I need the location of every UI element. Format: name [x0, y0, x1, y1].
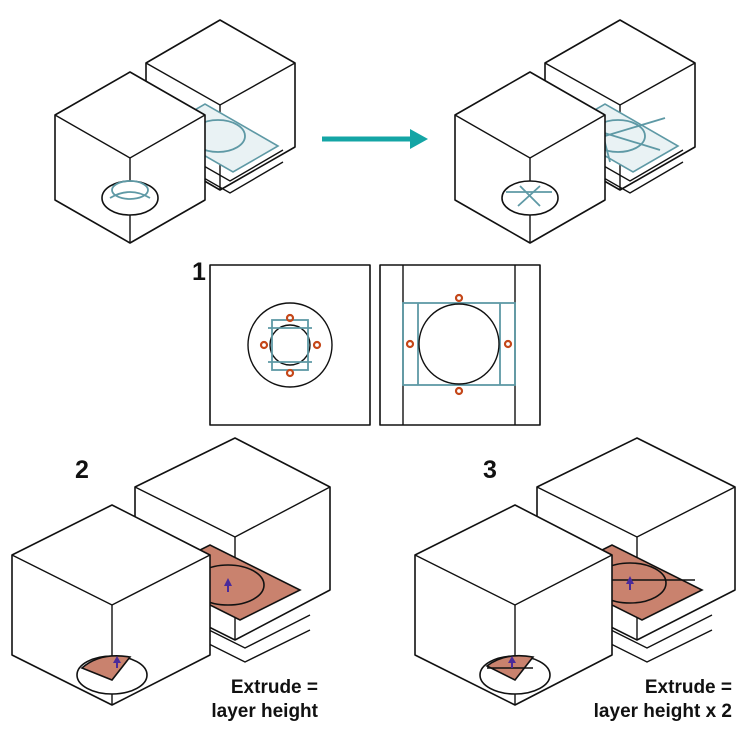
step-1-left-view	[209, 264, 371, 426]
step-2-caption-line2: layer height	[211, 701, 318, 722]
step-3-caption-line1: Extrude =	[645, 677, 732, 698]
right-arrow-icon	[322, 129, 428, 149]
step-2-number: 2	[75, 456, 89, 484]
step-1-right-view	[379, 264, 541, 426]
marker-icon	[259, 313, 322, 378]
marker-icon	[405, 293, 513, 396]
up-arrow-icon	[626, 576, 634, 590]
step-1-number: 1	[192, 258, 206, 286]
up-arrow-icon	[113, 656, 121, 668]
step-2-caption-line1: Extrude =	[231, 677, 318, 698]
up-arrow-icon	[508, 656, 516, 668]
model-before	[54, 19, 296, 244]
step-2-model	[11, 437, 331, 706]
up-arrow-icon	[224, 578, 232, 592]
step-3-number: 3	[483, 456, 497, 484]
step-3-caption-line2: layer height x 2	[594, 701, 732, 722]
step-3-model	[414, 437, 736, 706]
model-after	[454, 19, 696, 244]
